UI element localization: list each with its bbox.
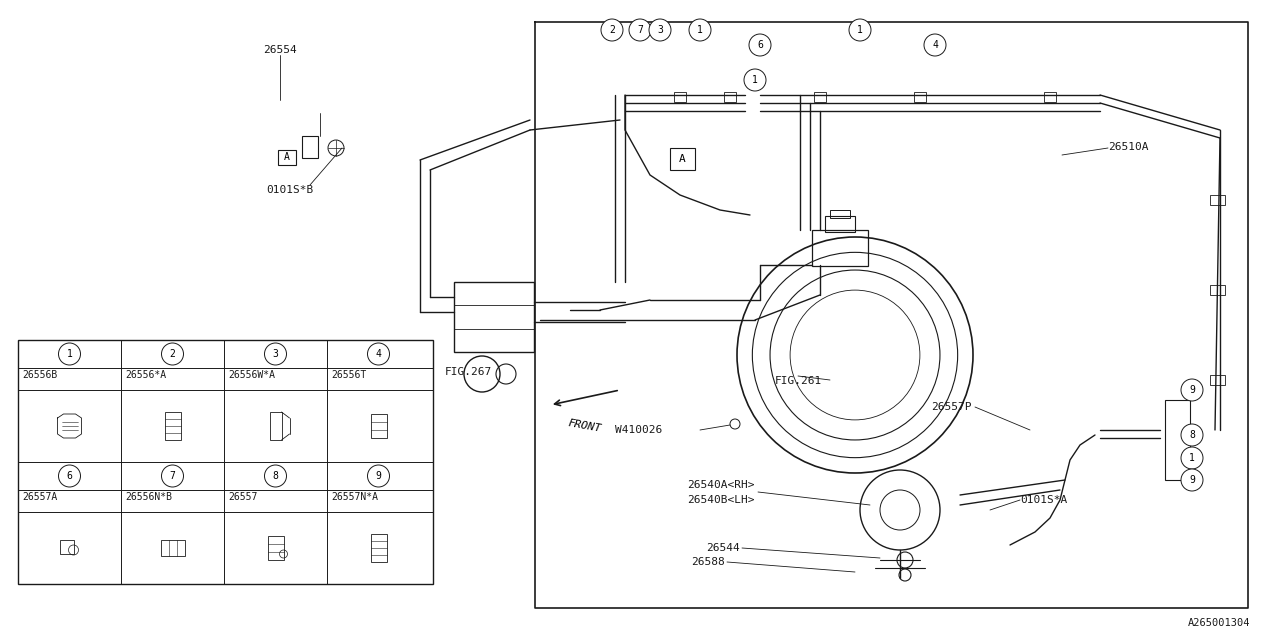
Bar [1044,92,1056,102]
Bar [370,534,387,562]
Text: W410026: W410026 [614,425,662,435]
Text: 9: 9 [1189,385,1196,395]
Text: 8: 8 [273,471,279,481]
Circle shape [744,69,765,91]
Circle shape [689,19,710,41]
Text: 26544: 26544 [707,543,740,553]
Circle shape [59,343,81,365]
Bar [812,230,868,266]
Bar [160,540,184,556]
Circle shape [1181,379,1203,401]
Text: 7: 7 [169,471,175,481]
Bar [370,414,387,438]
Text: 4: 4 [932,40,938,50]
Text: A: A [678,154,685,164]
Text: FIG.267: FIG.267 [444,367,492,377]
Circle shape [628,19,652,41]
Text: 9: 9 [1189,475,1196,485]
Text: 26557: 26557 [228,492,257,502]
Text: 26557P: 26557P [932,402,972,412]
Text: 26540B<LH>: 26540B<LH> [687,495,755,505]
Circle shape [1181,424,1203,446]
Circle shape [161,343,183,365]
Text: 26556T: 26556T [332,370,366,380]
Text: 0101S*B: 0101S*B [266,185,314,195]
Text: 1: 1 [753,75,758,85]
Text: A: A [284,152,291,162]
Bar [829,210,850,218]
Text: 6: 6 [756,40,763,50]
Text: 26540A<RH>: 26540A<RH> [687,480,755,490]
Bar [669,148,695,170]
Text: 26510A: 26510A [1108,142,1148,152]
Text: 26557N*A: 26557N*A [332,492,378,502]
Circle shape [265,343,287,365]
Text: 0101S*A: 0101S*A [1020,495,1068,505]
Circle shape [265,465,287,487]
Bar [1210,195,1225,205]
Text: 1: 1 [67,349,73,359]
Text: 7: 7 [637,25,643,35]
Text: 2: 2 [609,25,614,35]
Text: 1: 1 [858,25,863,35]
Text: FRONT: FRONT [567,418,603,434]
Bar [914,92,925,102]
Bar [268,536,283,560]
Bar [18,340,433,584]
Circle shape [602,19,623,41]
Text: 1: 1 [698,25,703,35]
Text: 3: 3 [273,349,279,359]
Text: 3: 3 [657,25,663,35]
Text: 26588: 26588 [691,557,724,567]
Bar [454,282,534,352]
Text: FIG.261: FIG.261 [774,376,822,386]
Circle shape [849,19,870,41]
Text: 26556B: 26556B [22,370,58,380]
Bar [675,92,686,102]
Circle shape [749,34,771,56]
Circle shape [1181,469,1203,491]
Bar [302,136,317,158]
Circle shape [924,34,946,56]
Circle shape [367,465,389,487]
Bar [724,92,736,102]
Bar [59,540,73,554]
Text: 9: 9 [375,471,381,481]
Bar [165,412,180,440]
Text: 4: 4 [375,349,381,359]
Text: 2: 2 [169,349,175,359]
Text: 6: 6 [67,471,73,481]
Bar [270,412,282,440]
Text: 26554: 26554 [264,45,297,55]
Text: 26556*A: 26556*A [125,370,166,380]
Circle shape [367,343,389,365]
Text: 1: 1 [1189,453,1196,463]
Text: A265001304: A265001304 [1188,618,1251,628]
Text: 26557A: 26557A [22,492,58,502]
Bar [814,92,826,102]
Circle shape [1181,447,1203,469]
Bar [1210,285,1225,295]
Text: 8: 8 [1189,430,1196,440]
Text: 26556N*B: 26556N*B [125,492,172,502]
Circle shape [59,465,81,487]
Circle shape [649,19,671,41]
Circle shape [161,465,183,487]
Text: 26556W*A: 26556W*A [228,370,275,380]
Bar [278,150,296,165]
Bar [1210,375,1225,385]
Bar [826,216,855,232]
Bar [1165,400,1190,480]
